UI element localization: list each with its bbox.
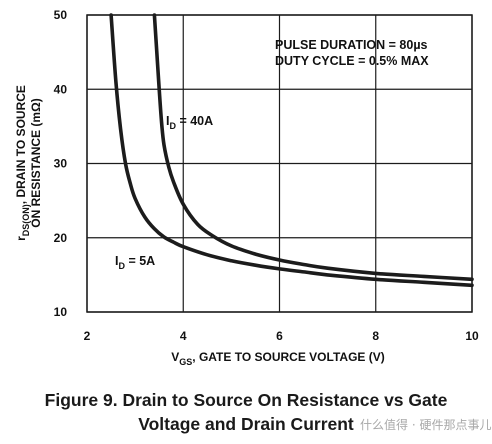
figure-caption-line1: Figure 9. Drain to Source On Resistance …	[44, 390, 448, 410]
y-tick-50: 50	[54, 8, 68, 22]
y-axis-label-line1: rDS(ON), DRAIN TO SOURCE	[14, 85, 31, 241]
y-tick-20: 20	[54, 231, 68, 245]
plot-frame	[86, 14, 473, 313]
x-tick-6: 6	[276, 329, 283, 343]
figure-caption-line2: Voltage and Drain Current	[138, 414, 354, 434]
duty-cycle-note: DUTY CYCLE = 0.5% MAX	[275, 54, 429, 68]
x-tick-2: 2	[84, 329, 91, 343]
x-tick-labels: 2 4 6 8 10	[84, 329, 479, 343]
x-axis-label: VGS, GATE TO SOURCE VOLTAGE (V)	[171, 350, 384, 367]
y-tick-40: 40	[54, 82, 68, 96]
series-label-40a: ID = 40A	[166, 114, 213, 131]
watermark: 什么值得 · 硬件那点事儿	[360, 418, 492, 432]
pulse-duration-note: PULSE DURATION = 80µs	[275, 38, 428, 52]
x-tick-4: 4	[180, 329, 187, 343]
series-line-5a	[109, 13, 474, 288]
y-tick-10: 10	[54, 305, 68, 319]
series-label-5a: ID = 5A	[115, 254, 155, 271]
series-line-40a	[152, 13, 474, 282]
series-lines	[109, 13, 474, 288]
x-tick-10: 10	[465, 329, 479, 343]
y-tick-30: 30	[54, 157, 68, 171]
y-axis-label-line2: ON RESISTANCE (mΩ)	[29, 98, 43, 227]
x-tick-8: 8	[372, 329, 379, 343]
y-tick-labels: 10 20 30 40 50	[54, 8, 68, 319]
